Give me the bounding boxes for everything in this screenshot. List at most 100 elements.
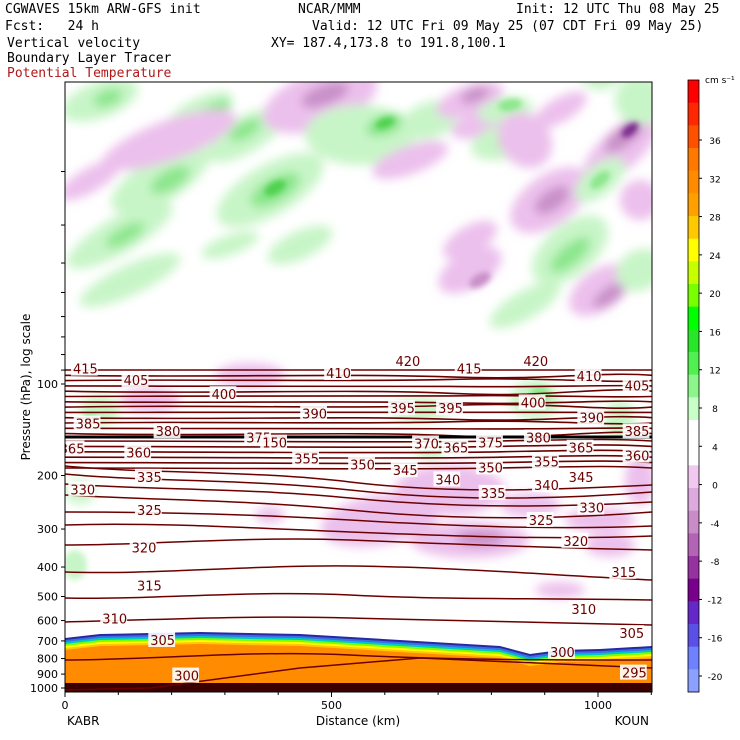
vv-blob [535, 582, 585, 598]
theta-label-bg [388, 400, 415, 416]
colorbar-swatch [688, 102, 699, 126]
colorbar-tick-label: -20 [708, 673, 723, 683]
terrain [65, 683, 652, 692]
vv-blob [500, 493, 560, 517]
colorbar-tick-label: -4 [711, 520, 720, 530]
colorbar-tick-label: 8 [712, 405, 718, 415]
theta-label-bg [348, 456, 375, 472]
colorbar-tick-label: 20 [709, 290, 721, 300]
vv-blob [498, 98, 522, 112]
theta-label-bg [622, 447, 650, 463]
theta-label: 315 [137, 579, 162, 594]
theta-label-bg [124, 444, 152, 460]
theta-label-bg [412, 435, 439, 451]
theta-label-bg [521, 352, 549, 368]
vv-blob [438, 246, 502, 294]
theta-label: 420 [395, 355, 420, 370]
theta-label-bg [476, 459, 503, 475]
theta-contour [65, 483, 652, 507]
theta-label: 350 [478, 461, 503, 476]
theta-contour [65, 415, 652, 421]
vv-blob [150, 166, 190, 194]
theta-contour [65, 378, 652, 383]
theta-contour [65, 394, 652, 398]
theta-label: 330 [70, 483, 95, 498]
potential-temperature-labels: 415 405 400 410 420 415 420 410 405 385 380 375 390 3… [60, 352, 650, 685]
colorbar-swatch [688, 148, 699, 172]
colorbar-tick-label: -12 [708, 596, 723, 606]
colorbar-tick-label: 12 [709, 367, 720, 377]
vv-blob [65, 550, 87, 580]
colorbar-swatch [688, 601, 699, 625]
vv-blob [375, 117, 395, 129]
model-title: CGWAVES 15km ARW-GFS init [5, 2, 201, 17]
valid-time: Valid: 12 UTC Fri 09 May 25 (07 CDT Fri … [312, 19, 704, 34]
theta-contour [65, 460, 652, 465]
theta-label: 150 [262, 437, 287, 452]
theta-contour [65, 592, 652, 601]
colorbar-tick-label: 16 [709, 328, 721, 338]
colorbar-swatch [688, 238, 699, 262]
theta-label: 365 [569, 442, 594, 457]
theta-label-bg [617, 625, 645, 641]
colorbar-frame [687, 79, 700, 693]
y-tick-label: 500 [37, 590, 58, 603]
theta-label-bg [324, 364, 351, 380]
theta-label: 355 [294, 453, 319, 468]
theta-label: 320 [563, 535, 588, 550]
theta-label: 350 [350, 459, 375, 474]
vv-blob [255, 507, 285, 523]
theta-label: 415 [73, 363, 98, 378]
theta-label-bg [622, 377, 650, 393]
vv-blob [533, 91, 587, 129]
theta-contour [65, 427, 652, 430]
colorbar-swatch [688, 397, 699, 421]
theta-label: 365 [443, 442, 468, 457]
theta-label: 310 [571, 603, 596, 618]
colorbar-swatch [688, 306, 699, 330]
theta-label-bg [68, 481, 96, 497]
theta-label-bg [577, 499, 605, 515]
theta-label: 375 [478, 437, 503, 452]
theta-contour [65, 565, 652, 581]
theta-label: 400 [212, 388, 237, 403]
theta-label-bg [390, 462, 418, 478]
vv-blob [267, 225, 333, 265]
theta-295-contour [65, 657, 652, 691]
y-tick-label: 600 [37, 615, 58, 628]
theta-label-bg [433, 471, 461, 487]
colorbar-swatch [688, 80, 699, 104]
theta-label-bg [70, 360, 98, 376]
colorbar-swatch [688, 193, 699, 217]
y-tick-label: 900 [37, 668, 58, 681]
theta-label-bg [134, 502, 162, 518]
y-tick-label: 300 [37, 523, 58, 536]
vv-blob [615, 82, 652, 125]
theta-label: 300 [550, 646, 575, 661]
theta-label: 365 [60, 443, 85, 458]
theta-label-bg [100, 610, 128, 626]
colorbar-tick-label: -8 [711, 558, 720, 568]
vv-blob [534, 185, 570, 215]
colorbar-swatch [688, 125, 699, 149]
theta-label-bg [129, 539, 157, 555]
theta-label: 395 [438, 402, 463, 417]
vv-blob [592, 281, 628, 309]
theta-label-bg [65, 440, 85, 456]
theta-label: 415 [457, 363, 482, 378]
colorbar: 36 32 28 24 20 16 12 8 4 0 -4 -8 -12 -16 -20 [687, 79, 723, 693]
theta-contour [65, 400, 652, 405]
colorbar-swatch [688, 261, 699, 285]
vv-blob [620, 180, 652, 220]
theta-label: 340 [534, 479, 559, 494]
colorbar-swatch [688, 646, 699, 670]
theta-label-bg [619, 664, 647, 680]
colorbar-swatch [688, 578, 699, 602]
theta-label-bg [524, 429, 551, 445]
vv-blob [301, 82, 349, 108]
vv-blob [93, 88, 123, 108]
theta-contour [65, 420, 652, 425]
theta-label-bg [518, 394, 546, 410]
vv-blob [585, 533, 635, 557]
y-tick-label: 100 [37, 378, 58, 391]
